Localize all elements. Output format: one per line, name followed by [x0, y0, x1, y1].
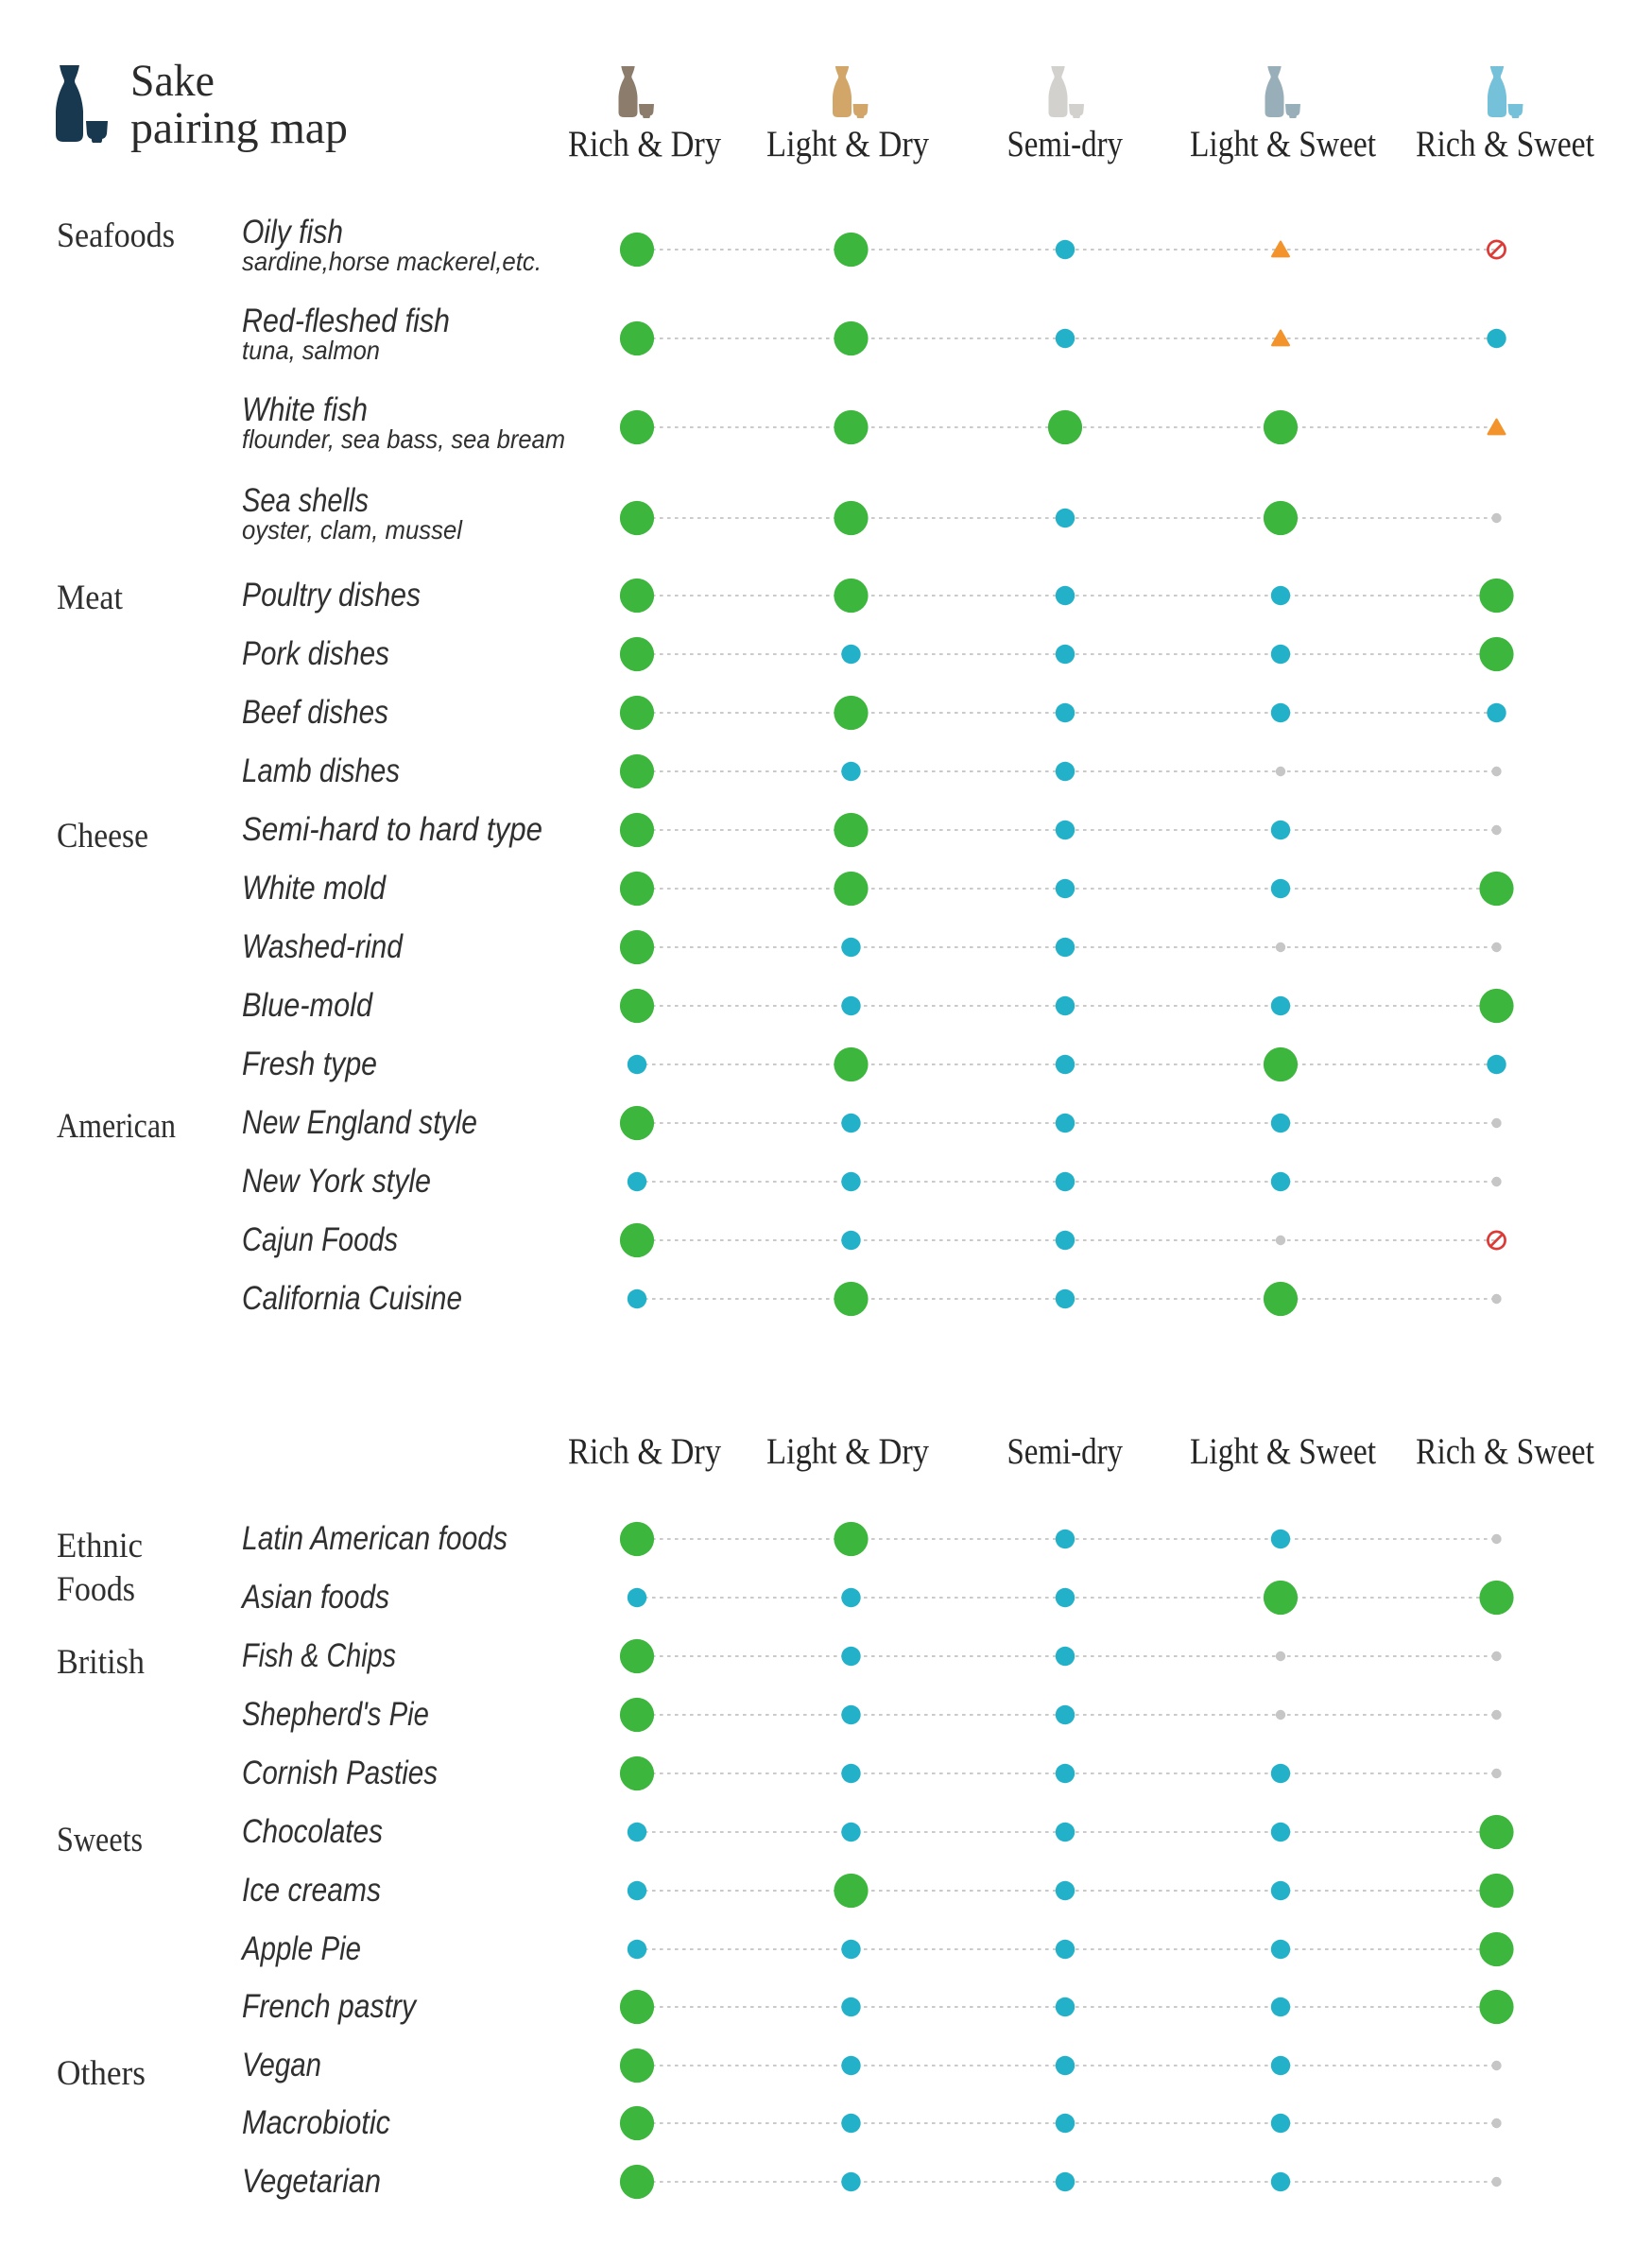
- svg-text:American: American: [57, 1107, 176, 1146]
- svg-text:Sea shells: Sea shells: [242, 482, 369, 519]
- svg-text:Macrobiotic: Macrobiotic: [242, 2104, 390, 2141]
- svg-text:Oily fish: Oily fish: [242, 214, 343, 251]
- svg-text:Light & Sweet: Light & Sweet: [1190, 1431, 1376, 1472]
- svg-text:tuna, salmon: tuna, salmon: [242, 336, 380, 365]
- svg-text:White fish: White fish: [242, 391, 368, 428]
- svg-text:Vegan: Vegan: [242, 2047, 321, 2083]
- svg-text:pairing map: pairing map: [130, 103, 348, 153]
- svg-text:Apple Pie: Apple Pie: [240, 1930, 361, 1967]
- svg-text:Seafoods: Seafoods: [57, 216, 175, 255]
- svg-text:Asian foods: Asian foods: [240, 1579, 389, 1616]
- svg-text:oyster, clam, mussel: oyster, clam, mussel: [242, 515, 463, 545]
- svg-text:Ethnic: Ethnic: [57, 1527, 143, 1565]
- svg-text:French pastry: French pastry: [242, 1988, 418, 2025]
- svg-text:Washed-rind: Washed-rind: [242, 928, 404, 965]
- svg-text:New England style: New England style: [242, 1104, 477, 1141]
- svg-text:Pork dishes: Pork dishes: [242, 635, 389, 672]
- svg-text:Sweets: Sweets: [57, 1821, 143, 1859]
- svg-text:Latin American foods: Latin American foods: [242, 1520, 508, 1557]
- svg-text:Semi-dry: Semi-dry: [1007, 1431, 1124, 1472]
- svg-text:Ice creams: Ice creams: [242, 1872, 381, 1909]
- svg-text:Light & Dry: Light & Dry: [766, 1431, 929, 1472]
- svg-text:Fresh type: Fresh type: [242, 1046, 377, 1082]
- svg-text:Others: Others: [57, 2054, 146, 2093]
- svg-text:Rich & Sweet: Rich & Sweet: [1416, 124, 1594, 164]
- svg-text:Light & Dry: Light & Dry: [766, 124, 929, 164]
- svg-text:White mold: White mold: [242, 870, 387, 907]
- svg-text:Cajun Foods: Cajun Foods: [242, 1221, 398, 1258]
- svg-text:Beef dishes: Beef dishes: [242, 694, 388, 731]
- svg-text:Vegetarian: Vegetarian: [242, 2163, 381, 2200]
- svg-text:Red-fleshed fish: Red-fleshed fish: [242, 303, 450, 339]
- svg-text:New York style: New York style: [242, 1163, 431, 1200]
- svg-text:Lamb dishes: Lamb dishes: [242, 752, 400, 789]
- svg-text:Poultry dishes: Poultry dishes: [242, 577, 421, 614]
- svg-text:Semi-hard to hard type: Semi-hard to hard type: [242, 811, 542, 848]
- svg-text:Blue-mold: Blue-mold: [242, 987, 373, 1024]
- svg-text:Semi-dry: Semi-dry: [1007, 124, 1124, 164]
- svg-text:California Cuisine: California Cuisine: [242, 1280, 462, 1317]
- svg-text:sardine,horse mackerel,etc.: sardine,horse mackerel,etc.: [242, 247, 542, 276]
- svg-text:Cornish Pasties: Cornish Pasties: [242, 1755, 438, 1791]
- svg-text:Rich & Dry: Rich & Dry: [568, 1431, 721, 1472]
- svg-text:British: British: [57, 1643, 145, 1682]
- svg-text:Meat: Meat: [57, 579, 124, 617]
- svg-text:Cheese: Cheese: [57, 817, 148, 856]
- svg-text:Rich & Dry: Rich & Dry: [568, 124, 721, 164]
- svg-text:Rich & Sweet: Rich & Sweet: [1416, 1431, 1594, 1472]
- svg-text:Shepherd's Pie: Shepherd's Pie: [242, 1696, 429, 1733]
- svg-text:Fish & Chips: Fish & Chips: [242, 1637, 396, 1674]
- svg-text:flounder, sea bass, sea bream: flounder, sea bass, sea bream: [242, 424, 565, 454]
- svg-text:Sake: Sake: [130, 56, 215, 106]
- svg-text:Chocolates: Chocolates: [242, 1813, 383, 1850]
- svg-text:Light & Sweet: Light & Sweet: [1190, 124, 1376, 164]
- svg-text:Foods: Foods: [57, 1570, 135, 1609]
